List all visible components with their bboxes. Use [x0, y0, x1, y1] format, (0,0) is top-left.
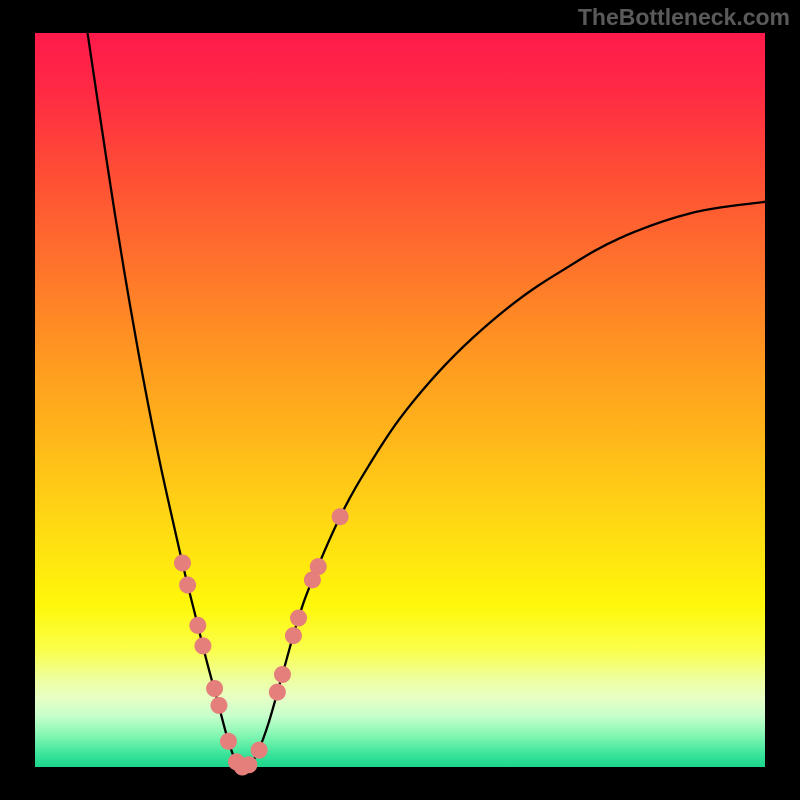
watermark-text: TheBottleneck.com [578, 4, 790, 31]
chart-container: TheBottleneck.com [0, 0, 800, 800]
bottleneck-chart [0, 0, 800, 800]
